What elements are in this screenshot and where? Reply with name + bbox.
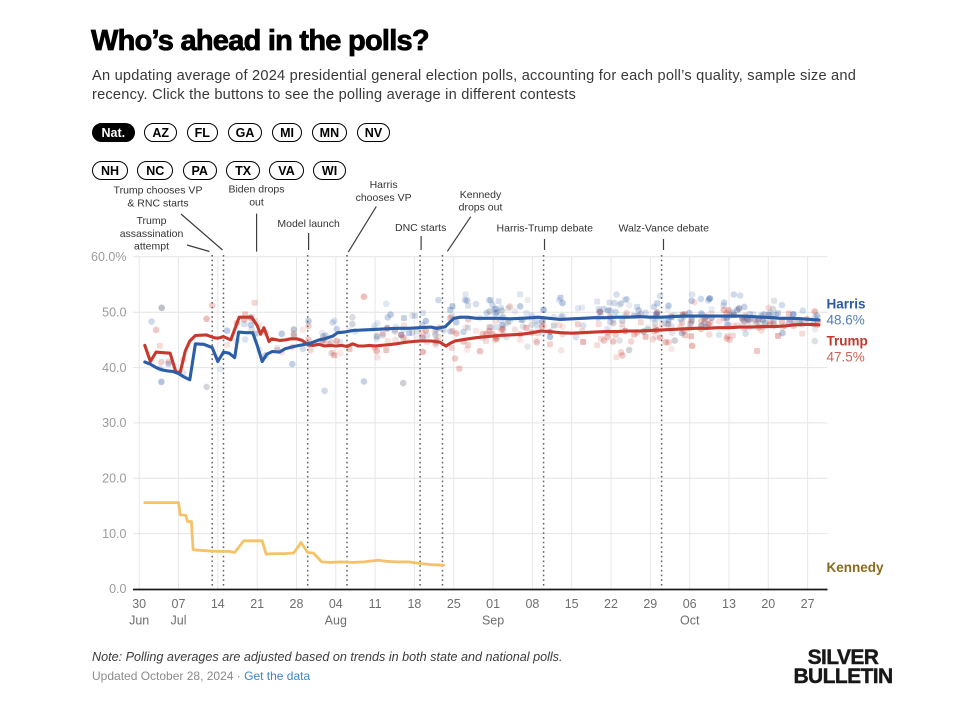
svg-text:Kennedy: Kennedy bbox=[460, 189, 502, 201]
svg-text:29: 29 bbox=[643, 597, 657, 611]
svg-text:40.0: 40.0 bbox=[102, 361, 126, 375]
svg-text:60.0%: 60.0% bbox=[91, 250, 126, 264]
svg-text:Oct: Oct bbox=[680, 614, 700, 628]
svg-text:27: 27 bbox=[801, 597, 815, 611]
svg-text:DNC starts: DNC starts bbox=[395, 222, 446, 234]
svg-text:28: 28 bbox=[290, 597, 304, 611]
svg-text:11: 11 bbox=[369, 597, 382, 611]
svg-text:06: 06 bbox=[683, 597, 697, 611]
svg-text:25: 25 bbox=[447, 597, 461, 611]
svg-text:01: 01 bbox=[486, 597, 500, 611]
svg-text:15: 15 bbox=[565, 597, 579, 611]
svg-text:Walz-Vance debate: Walz-Vance debate bbox=[618, 223, 709, 235]
svg-text:30: 30 bbox=[132, 597, 146, 611]
svg-text:10.0: 10.0 bbox=[102, 527, 126, 541]
svg-text:Kennedy: Kennedy bbox=[827, 560, 885, 575]
svg-text:14: 14 bbox=[211, 597, 225, 611]
svg-text:Aug: Aug bbox=[325, 614, 347, 628]
svg-text:Trump: Trump bbox=[827, 334, 868, 349]
svg-text:Model launch: Model launch bbox=[277, 218, 340, 230]
svg-text:21: 21 bbox=[250, 597, 264, 611]
svg-text:Biden drops: Biden drops bbox=[228, 184, 284, 196]
svg-text:50.0: 50.0 bbox=[102, 305, 126, 319]
svg-text:20.0: 20.0 bbox=[102, 472, 126, 486]
svg-text:Jun: Jun bbox=[129, 614, 149, 628]
svg-text:Trump: Trump bbox=[137, 215, 167, 227]
svg-text:47.5%: 47.5% bbox=[827, 350, 865, 365]
svg-text:20: 20 bbox=[761, 597, 775, 611]
svg-text:30.0: 30.0 bbox=[102, 416, 126, 430]
svg-text:0.0: 0.0 bbox=[109, 582, 126, 596]
svg-text:22: 22 bbox=[604, 597, 618, 611]
svg-text:out: out bbox=[249, 196, 264, 208]
svg-text:Trump chooses VP: Trump chooses VP bbox=[114, 185, 203, 197]
svg-text:Sep: Sep bbox=[482, 614, 504, 628]
svg-text:assassination: assassination bbox=[120, 228, 184, 240]
svg-text:Jul: Jul bbox=[171, 614, 187, 628]
svg-text:& RNC starts: & RNC starts bbox=[127, 197, 188, 209]
svg-text:attempt: attempt bbox=[134, 241, 169, 253]
svg-text:Harris: Harris bbox=[827, 297, 866, 312]
svg-text:Harris-Trump debate: Harris-Trump debate bbox=[497, 223, 594, 235]
svg-text:04: 04 bbox=[329, 597, 343, 611]
svg-text:07: 07 bbox=[172, 597, 186, 611]
svg-text:drops out: drops out bbox=[459, 202, 503, 214]
svg-text:13: 13 bbox=[722, 597, 736, 611]
svg-text:Harris: Harris bbox=[370, 179, 398, 191]
svg-text:48.6%: 48.6% bbox=[827, 313, 865, 328]
svg-text:08: 08 bbox=[525, 597, 539, 611]
svg-text:chooses VP: chooses VP bbox=[356, 192, 412, 204]
svg-text:18: 18 bbox=[407, 597, 421, 611]
